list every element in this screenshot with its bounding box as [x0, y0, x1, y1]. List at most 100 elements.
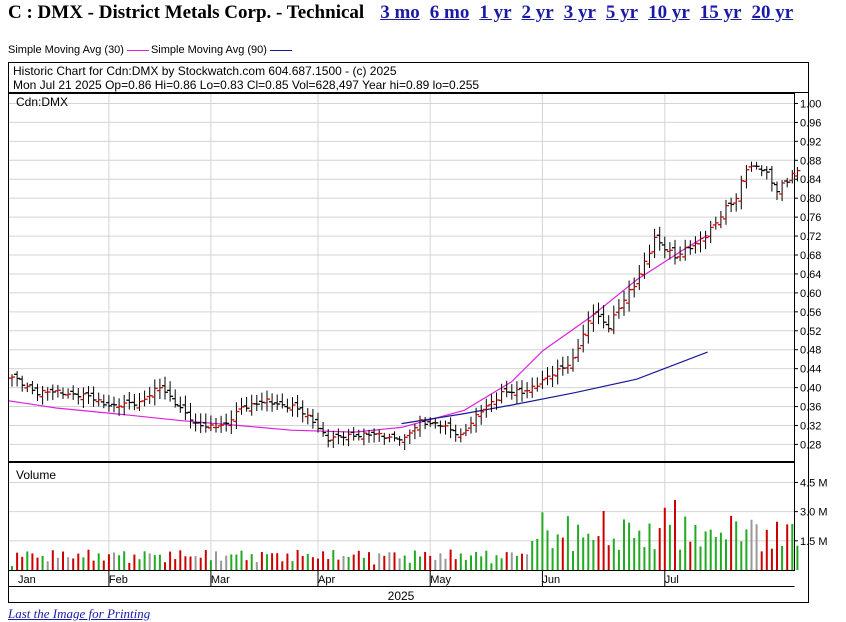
ohlc-bar	[39, 386, 46, 405]
period-link-5yr[interactable]: 5 yr	[605, 2, 639, 23]
ohlc-bar	[411, 423, 418, 440]
ohlc-bar	[432, 417, 439, 429]
ohlc-bar	[789, 170, 796, 184]
ohlc-bar	[9, 374, 15, 387]
ohlc-bar	[524, 382, 531, 399]
ohlc-bar	[697, 231, 704, 253]
ohlc-bar	[743, 164, 750, 189]
price-tick-label: 0.56	[800, 307, 821, 319]
ohlc-bar	[366, 429, 372, 443]
period-link-15yr[interactable]: 15 yr	[699, 2, 742, 23]
ohlc-bar	[646, 244, 653, 269]
ohlc-bar	[717, 210, 724, 229]
ohlc-bar	[656, 226, 663, 251]
legend-swatch-sma30	[126, 49, 149, 51]
ohlc-bar	[299, 400, 306, 423]
ohlc-bar	[661, 236, 668, 259]
chart-info-line1: Historic Chart for Cdn:DMX by Stockwatch…	[13, 64, 397, 78]
ohlc-bar	[269, 393, 276, 412]
month-label: May	[430, 574, 451, 586]
volume-axis: 4.5 M 3.0 M 1.5 M	[794, 477, 828, 548]
ohlc-bar	[162, 376, 168, 400]
ohlc-bar	[396, 436, 403, 446]
sma30-line	[8, 234, 708, 433]
ohlc-bar	[712, 216, 719, 230]
ohlc-bar	[544, 367, 551, 386]
period-link-10yr[interactable]: 10 yr	[648, 2, 690, 23]
ohlc-bar	[534, 377, 541, 392]
ohlc-bar	[95, 392, 102, 407]
ohlc-bar	[187, 402, 194, 429]
ohlc-bar	[29, 380, 36, 395]
price-tick-label: 0.44	[800, 364, 821, 376]
ohlc-bar	[595, 302, 602, 325]
volume-panel	[8, 462, 795, 571]
ohlc-bar	[723, 199, 729, 225]
ohlc-bar	[386, 433, 393, 443]
price-panel-label: Cdn:DMX	[16, 95, 68, 109]
period-link-3mo[interactable]: 3 mo	[380, 2, 420, 23]
ohlc-bar	[172, 389, 179, 408]
ohlc-bar	[49, 384, 56, 401]
price-tick-label: 1.00	[800, 98, 821, 110]
period-link-6mo[interactable]: 6 mo	[429, 2, 470, 23]
ohlc-bar	[294, 395, 301, 418]
ohlc-bar	[417, 415, 423, 437]
ohlc-bar	[677, 246, 684, 262]
ohlc-bar	[24, 382, 31, 393]
ohlc-bar	[284, 398, 291, 413]
ohlc-bar	[34, 383, 41, 401]
ohlc-bar	[488, 394, 495, 413]
ohlc-bar	[75, 387, 82, 405]
ohlc-bar	[90, 386, 97, 407]
ohlc-bar	[85, 386, 92, 405]
period-link-3yr[interactable]: 3 yr	[563, 2, 596, 23]
volume-panel-label: Volume	[16, 468, 56, 482]
ohlc-bar	[508, 384, 515, 400]
chart-header: C : DMX - District Metals Corp. - Techni…	[8, 2, 793, 28]
ohlc-bar	[666, 242, 673, 260]
period-link-2yr[interactable]: 2 yr	[521, 2, 554, 23]
ohlc-bar	[151, 379, 158, 406]
ohlc-bar	[539, 370, 546, 389]
ohlc-bar	[794, 166, 801, 182]
ohlc-bar	[468, 416, 474, 434]
volume-bars	[11, 499, 799, 570]
ohlc-bar	[65, 388, 72, 399]
ohlc-bar	[228, 410, 235, 434]
ohlc-bar	[478, 404, 485, 425]
print-link[interactable]: Last the Image for Printing	[8, 606, 151, 621]
period-link-1yr[interactable]: 1 yr	[479, 2, 512, 23]
price-axis: 1.00 0.96 0.92 0.88 0.84 0.80 0.76 0.72 0.68 0.64…	[794, 98, 821, 451]
ohlc-bars	[9, 161, 801, 451]
ohlc-bar	[605, 315, 612, 333]
ohlc-bar	[473, 407, 480, 433]
month-label: Mar	[211, 574, 230, 586]
ohlc-bar	[330, 430, 337, 449]
ohlc-bar	[141, 390, 148, 407]
ohlc-bar	[636, 265, 643, 291]
price-tick-label: 0.40	[800, 383, 821, 395]
ohlc-bar	[687, 240, 694, 255]
month-label: Jan	[18, 574, 36, 586]
ohlc-bar	[156, 378, 163, 399]
ohlc-bar	[320, 421, 327, 437]
legend-label-sma90: Simple Moving Avg (90)	[150, 44, 267, 56]
ohlc-bar	[758, 165, 765, 177]
ohlc-bar	[631, 277, 638, 298]
ohlc-bar	[513, 381, 520, 404]
price-tick-label: 0.96	[800, 117, 821, 129]
ohlc-bar	[621, 291, 627, 316]
chart-info-line2: Mon Jul 21 2025 Op=0.86 Hi=0.86 Lo=0.83 …	[13, 78, 479, 92]
month-label: Feb	[109, 574, 128, 586]
ohlc-bar	[177, 396, 184, 413]
ohlc-bar	[498, 383, 505, 404]
price-tick-label: 0.88	[800, 155, 821, 167]
period-link-20yr[interactable]: 20 yr	[751, 2, 794, 23]
ohlc-bar	[590, 304, 597, 332]
price-tick-label: 0.68	[800, 250, 821, 262]
ohlc-bar	[672, 239, 678, 265]
ohlc-bar	[223, 413, 230, 432]
ohlc-bar	[264, 390, 270, 412]
